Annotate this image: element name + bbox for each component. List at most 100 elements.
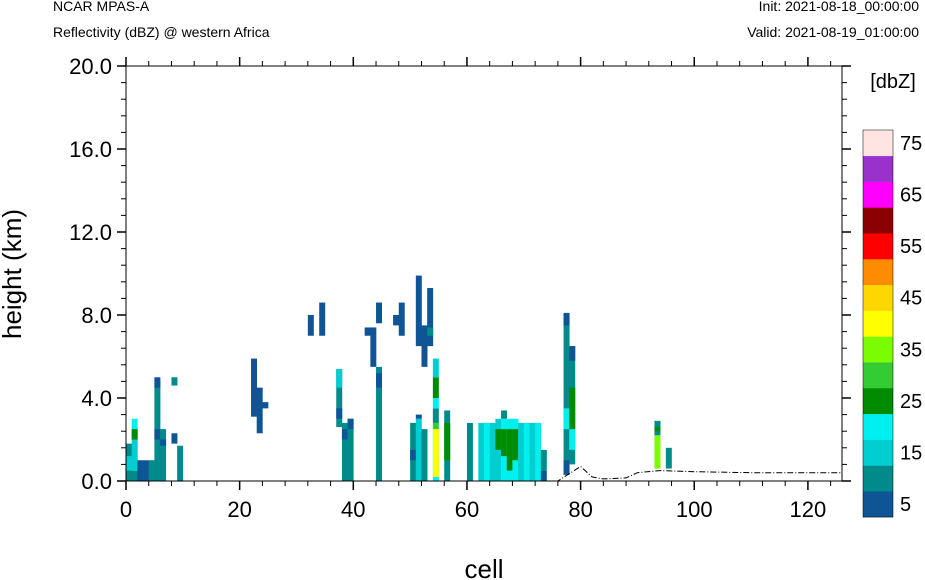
data-cell xyxy=(160,439,167,446)
data-cell xyxy=(432,377,439,398)
data-cell xyxy=(563,312,570,326)
colorbar-swatch xyxy=(863,130,893,157)
data-cell xyxy=(654,427,661,432)
x-tick-label: 120 xyxy=(790,497,827,522)
data-cell xyxy=(415,275,422,347)
data-cell xyxy=(540,470,547,482)
data-cell xyxy=(347,418,354,481)
colorbar-swatch xyxy=(863,207,893,234)
colorbar-swatch xyxy=(863,413,893,440)
colorbar-frame xyxy=(862,129,894,518)
data-cell xyxy=(535,422,542,481)
x-tick-label: 60 xyxy=(455,497,479,522)
terrain-line xyxy=(126,465,842,482)
data-cell xyxy=(501,410,508,419)
data-cell xyxy=(501,429,508,457)
data-cell xyxy=(262,402,269,409)
data-cell xyxy=(347,418,354,430)
data-cell xyxy=(466,422,473,481)
colorbar-swatch xyxy=(863,491,893,518)
data-cell xyxy=(131,418,138,430)
colorbar-title: [dbZ] xyxy=(870,71,916,93)
colorbar-swatch xyxy=(863,310,893,337)
init-time: Init: 2021-08-18_00:00:00 xyxy=(758,0,919,14)
data-cell xyxy=(432,408,439,423)
data-cell xyxy=(432,398,439,409)
data-cell xyxy=(444,422,451,461)
data-cell xyxy=(410,449,417,461)
data-cell xyxy=(154,377,161,388)
data-cell xyxy=(307,315,314,336)
data-cell xyxy=(654,435,661,469)
x-axis-title: cell xyxy=(464,554,503,580)
y-tick-label: 20.0 xyxy=(69,54,112,79)
data-cell xyxy=(478,422,485,481)
data-cell xyxy=(518,422,525,481)
colorbar-swatch xyxy=(863,233,893,260)
data-cell xyxy=(495,429,502,450)
data-cell xyxy=(569,387,576,430)
axis-tick-labels: 0 20 40 60 80 100 120 0.0 4.0 8.0 12.0 16.0 20.0 xyxy=(69,54,826,522)
colorbar-swatch xyxy=(863,439,893,466)
data-cell xyxy=(364,327,371,336)
colorbar-swatch xyxy=(863,465,893,492)
colorbar-swatch xyxy=(863,336,893,363)
data-cell xyxy=(341,429,348,440)
y-tick-label: 16.0 xyxy=(69,137,112,162)
data-cell xyxy=(131,429,138,471)
data-cell xyxy=(171,377,178,386)
data-cell xyxy=(336,368,343,388)
data-cell xyxy=(148,460,155,481)
data-cell xyxy=(126,456,132,471)
data-cell xyxy=(177,445,184,481)
colorbar-swatch xyxy=(863,388,893,415)
data-cell xyxy=(523,422,530,481)
data-cell xyxy=(529,422,536,481)
colorbar-label: 5 xyxy=(900,494,911,516)
x-tick-label: 20 xyxy=(227,497,251,522)
data-cell xyxy=(393,315,400,326)
y-tick-label: 8.0 xyxy=(81,303,112,328)
data-cells xyxy=(126,275,672,482)
data-cell xyxy=(415,418,422,481)
model-title: NCAR MPAS-A xyxy=(53,0,150,14)
colorbar-label: 45 xyxy=(900,288,922,310)
data-cell xyxy=(506,429,513,471)
data-cell xyxy=(415,414,422,419)
data-cell xyxy=(540,449,547,471)
valid-time: Valid: 2021-08-19_01:00:00 xyxy=(747,24,919,40)
data-cell xyxy=(336,368,343,428)
data-cell xyxy=(432,358,439,378)
axis-ticks xyxy=(117,57,851,490)
data-cell xyxy=(319,302,326,336)
field-title: Reflectivity (dBZ) @ western Africa xyxy=(53,24,270,40)
data-cell xyxy=(131,429,138,440)
colorbar-swatch xyxy=(863,181,893,208)
data-cell xyxy=(143,460,150,481)
data-cell xyxy=(137,460,144,481)
data-cell xyxy=(563,312,570,475)
y-tick-label: 12.0 xyxy=(69,220,112,245)
data-cell xyxy=(489,422,496,481)
data-cell xyxy=(569,346,576,361)
data-cell xyxy=(251,358,257,417)
data-cell xyxy=(569,429,576,450)
colorbar-swatch xyxy=(863,284,893,311)
data-cell xyxy=(665,447,672,469)
data-cell xyxy=(432,422,439,430)
x-tick-label: 100 xyxy=(676,497,713,522)
x-tick-label: 0 xyxy=(120,497,132,522)
data-cell xyxy=(484,422,490,481)
data-cell xyxy=(427,327,434,336)
colorbar-label: 35 xyxy=(900,339,922,361)
data-cell xyxy=(376,373,383,388)
data-cell xyxy=(563,408,570,430)
data-cell xyxy=(154,429,161,440)
data-cell xyxy=(336,408,343,419)
colorbar-label: 65 xyxy=(900,185,922,207)
x-tick-label: 80 xyxy=(568,497,592,522)
y-tick-label: 4.0 xyxy=(81,386,112,411)
plot-frame xyxy=(125,65,843,482)
data-cell xyxy=(370,327,377,367)
